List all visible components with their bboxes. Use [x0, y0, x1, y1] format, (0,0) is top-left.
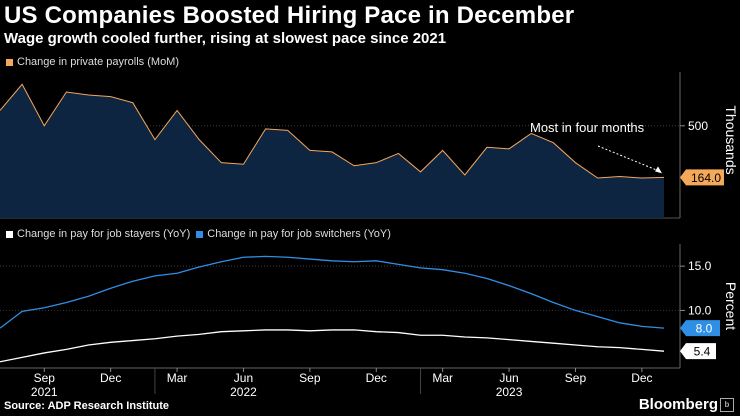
legend-label-stayers: Change in pay for job stayers (YoY): [17, 228, 191, 240]
legend-label-payrolls: Change in private payrolls (MoM): [17, 56, 180, 68]
bottom-tick-label: 15.0: [688, 259, 712, 273]
legend-label-switchers: Change in pay for job switchers (YoY): [207, 228, 391, 240]
legend-swatch-payrolls: [6, 58, 13, 66]
top-tick-label: 500: [688, 119, 708, 133]
x-year-label: 2021: [31, 385, 58, 399]
bloomberg-logo: Bloomberg b: [639, 396, 734, 413]
last-value-label-stayers: 5.4: [694, 345, 711, 359]
x-tick-label: Dec: [366, 371, 387, 385]
x-axis: Sep Dec Mar Jun Sep Dec Mar Jun Sep Dec 2021 2022 20…: [0, 367, 680, 399]
legend-payrolls: Change in private payrolls (MoM): [6, 56, 179, 68]
payrolls-panel: 500 Thousands Most in four months 164.0: [0, 72, 739, 219]
bottom-tick-label: 10.0: [688, 303, 712, 317]
top-y-axis-title: Thousands: [723, 105, 739, 174]
series-line-stayers: [0, 329, 665, 363]
payrolls-last-value-label: 164.0: [691, 171, 721, 185]
x-year-label: 2023: [496, 385, 523, 399]
brand-mark-icon: b: [720, 398, 734, 413]
x-tick-label: Mar: [432, 371, 453, 385]
legend-swatch-switchers: [196, 230, 204, 238]
bottom-y-axis-title: Percent: [723, 282, 739, 330]
x-tick-label: Dec: [100, 371, 121, 385]
annotation-text: Most in four months: [530, 120, 645, 135]
x-tick-label: Sep: [34, 371, 56, 385]
annotation-arrow: [597, 145, 661, 172]
legend-pay: Change in pay for job stayers (YoY) Chan…: [6, 228, 391, 240]
legend-swatch-stayers: [6, 230, 13, 238]
x-tick-label: Jun: [499, 371, 518, 385]
last-value-badge-switchers: [680, 320, 720, 337]
chart-subtitle: Wage growth cooled further, rising at sl…: [4, 30, 447, 47]
annotation-arrowhead: [655, 166, 662, 174]
last-value-label-switchers: 8.0: [696, 322, 713, 336]
payrolls-last-value-badge: [680, 169, 724, 186]
x-tick-label: Sep: [565, 371, 587, 385]
payrolls-area: [0, 84, 664, 218]
chart-title: US Companies Boosted Hiring Pace in Dece…: [4, 2, 575, 29]
pay-growth-panel: 10.0 15.0 5.4 8.0 Percent: [0, 244, 739, 368]
x-tick-label: Mar: [167, 371, 188, 385]
x-tick-label: Dec: [631, 371, 652, 385]
x-tick-label: Jun: [234, 371, 253, 385]
brand-name: Bloomberg: [638, 396, 718, 413]
last-value-badge-stayers: [680, 343, 716, 360]
series-line-switchers: [0, 255, 665, 329]
payrolls-line: [0, 83, 665, 179]
x-tick-label: Sep: [299, 371, 321, 385]
x-year-label: 2022: [230, 385, 257, 399]
source-note: Source: ADP Research Institute: [4, 400, 170, 412]
